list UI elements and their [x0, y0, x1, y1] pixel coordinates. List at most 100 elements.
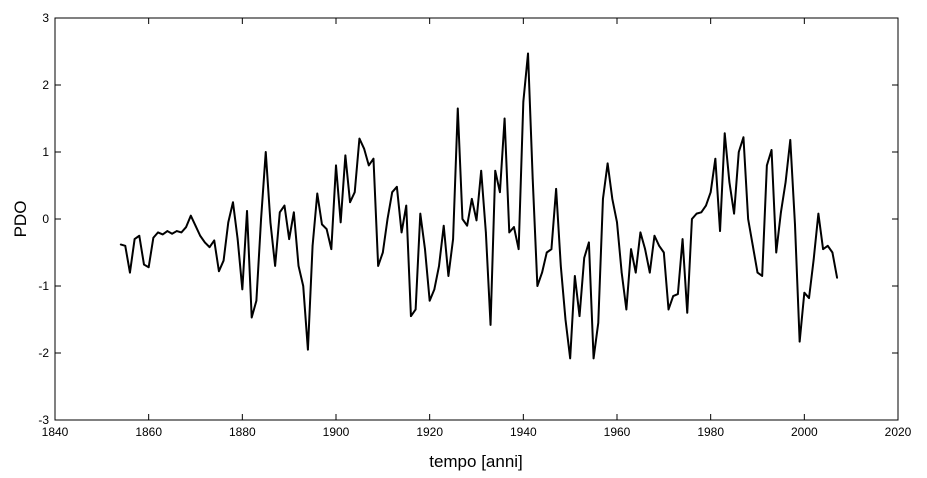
data-point: [386, 218, 389, 220]
data-point: [733, 212, 735, 215]
data-point: [129, 271, 131, 274]
data-point: [836, 277, 838, 279]
data-point: [119, 243, 122, 246]
data-point: [213, 239, 216, 242]
x-axis-label: tempo [anni]: [429, 452, 523, 471]
data-point: [770, 149, 773, 151]
x-tick-label: 1880: [229, 425, 256, 439]
x-axis-ticks: [54, 18, 899, 420]
data-point: [452, 238, 454, 240]
data-point: [302, 285, 305, 287]
data-point: [461, 218, 464, 220]
data-point: [766, 164, 768, 167]
data-point: [171, 232, 173, 235]
data-point: [241, 288, 244, 291]
data-point: [264, 151, 267, 153]
y-tick-label: 2: [42, 78, 49, 92]
data-point: [644, 248, 646, 250]
data-point: [227, 221, 230, 224]
data-point: [667, 308, 670, 311]
y-axis-label: PDO: [11, 201, 30, 238]
y-axis-ticks: [55, 17, 898, 421]
data-point: [419, 212, 422, 215]
data-point: [625, 308, 628, 311]
data-point: [433, 288, 436, 291]
data-point: [527, 52, 529, 55]
data-point: [180, 231, 183, 234]
data-point: [826, 245, 829, 247]
data-point: [236, 238, 239, 240]
data-point: [372, 157, 375, 160]
data-point: [297, 265, 300, 267]
data-point: [508, 231, 511, 234]
data-point: [335, 164, 337, 167]
data-point: [592, 357, 595, 360]
data-point: [803, 291, 806, 294]
data-point: [466, 224, 468, 227]
data-point: [737, 151, 740, 153]
data-point: [822, 248, 824, 250]
data-point: [714, 157, 717, 160]
data-point: [536, 285, 539, 287]
x-tick-label: 1940: [510, 425, 537, 439]
data-point: [686, 312, 689, 314]
data-point: [812, 258, 815, 261]
data-point: [199, 234, 201, 237]
data-point: [175, 230, 178, 232]
data-point: [363, 147, 365, 150]
data-point: [442, 224, 445, 227]
data-point: [752, 245, 754, 247]
data-point: [208, 246, 211, 248]
data-point: [480, 169, 482, 172]
data-point: [485, 231, 487, 234]
pdo-data-points: [119, 52, 838, 360]
data-point: [288, 238, 290, 240]
data-point: [794, 223, 796, 226]
data-point: [447, 275, 450, 277]
data-point: [358, 137, 361, 140]
data-point: [808, 297, 810, 299]
data-point: [719, 230, 721, 232]
data-point: [274, 265, 276, 267]
data-point: [428, 299, 431, 302]
data-point: [817, 212, 820, 215]
data-point: [503, 117, 506, 120]
data-point: [634, 271, 637, 274]
data-point: [489, 324, 492, 326]
data-point: [663, 251, 665, 254]
data-point: [499, 191, 501, 193]
data-point: [513, 226, 515, 228]
data-point: [414, 308, 417, 311]
data-point: [677, 293, 679, 295]
data-point: [307, 348, 309, 351]
data-point: [606, 162, 609, 165]
data-point: [630, 248, 632, 250]
x-tick-label: 1980: [697, 425, 724, 439]
data-point: [344, 154, 347, 157]
data-point: [578, 315, 581, 317]
data-point: [775, 251, 778, 254]
data-point: [616, 221, 618, 224]
x-axis-tick-labels: 1840 1860 1880 1900 1920 1940 1960 1980 2000 2020: [42, 425, 912, 439]
data-point: [494, 169, 497, 172]
data-point: [695, 212, 698, 215]
x-tick-label: 1860: [135, 425, 162, 439]
data-point: [424, 248, 426, 250]
data-point: [545, 251, 548, 254]
data-point: [161, 233, 164, 236]
data-point: [639, 231, 642, 234]
data-point: [564, 318, 567, 321]
data-point: [475, 219, 478, 222]
data-point: [367, 164, 370, 167]
data-point: [583, 257, 586, 259]
data-point: [124, 245, 127, 247]
y-tick-label: 3: [42, 11, 49, 25]
data-point: [831, 251, 834, 254]
data-point: [555, 188, 557, 190]
data-point: [382, 251, 384, 254]
x-tick-label: 2000: [791, 425, 818, 439]
data-point: [255, 299, 258, 302]
x-tick-label: 1900: [323, 425, 350, 439]
data-point: [761, 275, 763, 277]
